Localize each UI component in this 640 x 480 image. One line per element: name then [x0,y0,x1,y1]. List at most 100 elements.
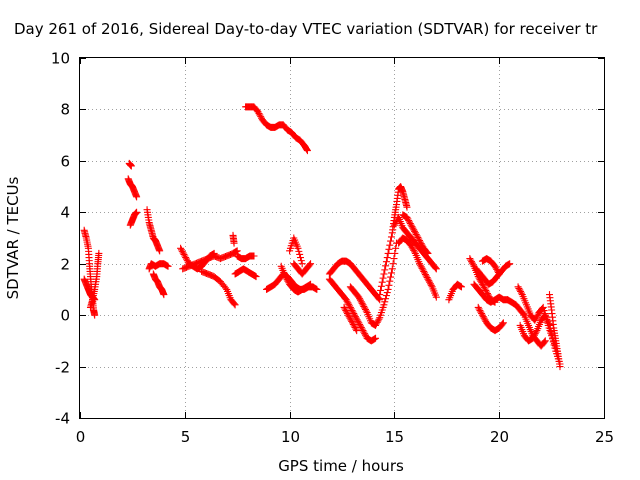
data-point-marker [252,273,260,281]
data-point-marker [390,221,398,229]
data-point-marker [180,250,188,258]
series-seg13 [233,252,258,263]
data-point-marker [354,317,362,325]
data-point-marker [355,293,363,301]
data-point-marker [387,237,395,245]
data-point-marker [409,224,417,232]
data-point-marker [533,312,541,320]
data-point-marker [343,297,351,305]
data-point-marker [231,301,239,309]
data-point-marker [418,241,426,249]
data-point-marker [431,264,439,272]
data-point-marker [481,316,489,324]
y-tick-label: 0 [60,307,70,325]
series-seg29 [445,280,465,304]
data-point-marker [178,247,186,255]
series-seg23 [346,239,400,329]
data-point-marker [352,325,360,333]
data-point-marker [530,331,538,339]
data-point-marker [531,316,539,324]
data-point-marker [416,237,424,245]
data-point-marker [411,229,419,237]
data-point-marker [387,233,395,241]
plot-frame [79,57,605,419]
y-tick-label: 2 [60,256,70,274]
data-point-marker [421,269,429,277]
data-point-marker [377,282,385,290]
x-tick-label: 10 [281,428,300,446]
data-point-marker [342,296,350,304]
series-seg11 [179,247,241,273]
data-point-marker [91,311,99,319]
data-point-marker [421,271,429,279]
data-point-marker [230,239,238,247]
data-point-marker [283,276,291,284]
data-point-marker [164,262,172,270]
data-point-marker [478,311,486,319]
series-seg12 [198,267,239,309]
data-point-marker [432,293,440,301]
series-seg27 [395,234,440,301]
data-point-marker [381,266,389,274]
data-point-marker [383,254,391,262]
data-point-marker [386,277,394,285]
data-point-marker [520,310,528,318]
data-point-marker [361,304,369,312]
data-point-marker [478,310,486,318]
data-point-marker [417,263,425,271]
data-point-marker [385,281,393,289]
data-point-marker [344,299,352,307]
axis-ticks: 0 5 10 15 20 25 -4 -2 0 2 4 6 8 10 [51,50,614,447]
data-point-marker [344,311,352,319]
data-point-marker [474,303,482,311]
y-tick-label: 4 [60,204,70,222]
series-seg20 [290,260,315,278]
data-point-marker [303,146,311,154]
series-seg6 [126,208,141,229]
series-seg3 [86,249,103,311]
data-point-marker [409,245,417,253]
data-point-marker [425,277,433,285]
data-point-marker [250,252,258,260]
data-point-marker [532,315,540,323]
data-point-marker [347,305,355,313]
data-point-marker [406,220,414,228]
data-point-marker [546,321,554,329]
data-point-marker [506,260,514,268]
data-point-marker [381,298,389,306]
data-point-marker [391,249,399,257]
data-point-marker [361,331,369,339]
data-point-marker [386,241,394,249]
x-tick-label: 0 [76,428,86,446]
data-point-marker [532,328,540,336]
data-point-marker [389,260,397,268]
series-seg24 [340,303,361,335]
data-point-marker [177,246,185,254]
data-point-marker [358,299,366,307]
data-point-marker [221,284,229,292]
data-point-marker [133,193,141,201]
data-point-marker [346,314,354,322]
data-point-marker [375,315,383,323]
series-seg9 [149,270,168,299]
data-point-marker [468,259,476,267]
data-point-marker [160,291,168,299]
data-point-marker [410,246,418,254]
data-point-marker [348,319,356,327]
data-point-marker [351,311,359,319]
data-point-marker [514,283,522,291]
data-point-marker [156,247,164,255]
y-tick-label: -4 [55,410,70,428]
data-point-marker [423,274,431,282]
data-point-marker [375,295,383,303]
data-point-marker [477,308,485,316]
series-seg31 [470,280,512,306]
series-seg16 [242,103,311,155]
data-point-marker [372,320,380,328]
data-point-marker [376,291,384,299]
data-point-marker [481,285,489,293]
data-point-marker [360,328,368,336]
data-point-marker [411,227,419,235]
data-point-marker [282,274,290,282]
data-point-marker [466,255,474,263]
